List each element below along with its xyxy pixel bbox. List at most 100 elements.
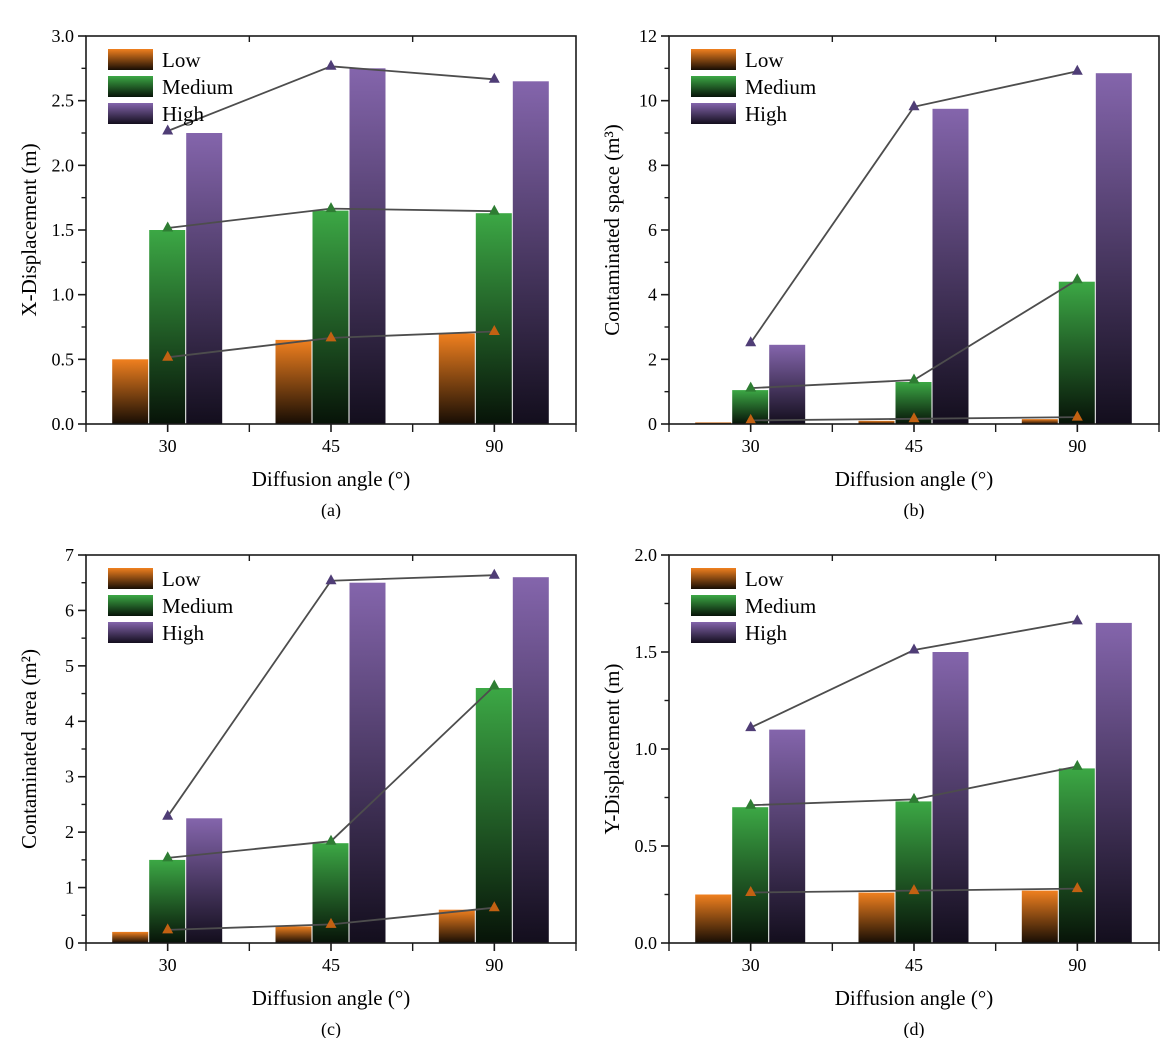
- bar-low-45: [275, 339, 312, 424]
- line-high: [749, 70, 1078, 344]
- legend-label-low: Low: [162, 567, 201, 591]
- marker-medium-90: [488, 204, 500, 215]
- y-tick-label: 0.5: [635, 836, 658, 856]
- marker-medium-90: [488, 679, 500, 690]
- x-tick-label: 90: [485, 955, 503, 975]
- legend-swatch-low: [691, 49, 736, 70]
- x-tick-label: 45: [905, 955, 923, 975]
- x-tick-label: 45: [905, 436, 923, 456]
- marker-high-45: [908, 643, 920, 654]
- axes: 0 2 4 6 8 10 12 30 45 90: [639, 26, 1160, 456]
- legend-label-low: Low: [162, 48, 201, 72]
- marker-medium-45: [325, 202, 337, 213]
- y-tick-label: 1: [65, 878, 74, 898]
- panel-b: 0 2 4 6 8 10 12 30 45 90 Diffusion angle (°) (b) Con…: [583, 0, 1166, 519]
- y-tick-label: 0: [648, 414, 657, 434]
- series-lines: [162, 59, 500, 361]
- x-axis-title: Diffusion angle (°): [835, 467, 993, 491]
- y-axis-title: Y-Displacement (m): [600, 664, 624, 835]
- legend-swatch-high: [108, 103, 153, 124]
- marker-high-30: [745, 721, 757, 732]
- bar-medium-90: [1058, 281, 1095, 424]
- bar-high-45: [349, 582, 386, 943]
- legend-label-high: High: [745, 102, 788, 126]
- y-tick-label: 3.0: [52, 26, 75, 46]
- bar-low-30: [112, 359, 149, 424]
- bar-low-90: [1021, 419, 1058, 424]
- series-lines: [745, 64, 1083, 424]
- bar-high-45: [349, 68, 386, 425]
- x-tick-label: 30: [159, 436, 177, 456]
- y-axis-title: Contaminated space (m³): [600, 124, 624, 336]
- legend-label-high: High: [162, 102, 205, 126]
- bar-high-30: [769, 344, 806, 424]
- legend: Low Medium High: [108, 567, 233, 645]
- x-axis-title: Diffusion angle (°): [252, 467, 410, 491]
- x-tick-label: 30: [159, 955, 177, 975]
- y-tick-label: 3: [65, 767, 74, 787]
- y-tick-label: 0.0: [52, 414, 75, 434]
- legend-swatch-medium: [108, 76, 153, 97]
- y-tick-label: 1.5: [635, 642, 658, 662]
- marker-medium-45: [908, 792, 920, 803]
- bar-low-30: [112, 931, 149, 943]
- y-tick-label: 1.5: [52, 220, 75, 240]
- bar-high-90: [512, 81, 549, 425]
- marker-low-30: [162, 923, 174, 934]
- x-axis-title: Diffusion angle (°): [252, 986, 410, 1010]
- panel-label: (c): [321, 1019, 341, 1038]
- bar-medium-45: [895, 801, 932, 943]
- legend-label-medium: Medium: [745, 594, 816, 618]
- panel-a: 0.0 0.5 1.0 1.5 2.0 2.5 3.0 30 45 90 Diffusion ang…: [0, 0, 583, 519]
- panel-d: 0.0 0.5 1.0 1.5 2.0 30 45 90 Diffusion angle (°)…: [583, 519, 1166, 1038]
- bar-high-45: [932, 652, 969, 943]
- y-tick-label: 10: [639, 91, 657, 111]
- x-tick-label: 90: [485, 436, 503, 456]
- marker-medium-30: [162, 851, 174, 862]
- legend-label-high: High: [745, 621, 788, 645]
- y-tick-label: 0.0: [635, 933, 658, 953]
- line-high: [750, 620, 1078, 729]
- y-tick-label: 0: [65, 933, 74, 953]
- marker-high-90: [488, 568, 500, 579]
- bar-medium-30: [149, 230, 186, 424]
- x-axis-title: Diffusion angle (°): [835, 986, 993, 1010]
- x-tick-label: 45: [322, 436, 340, 456]
- legend-swatch-high: [691, 622, 736, 643]
- legend-swatch-medium: [691, 76, 736, 97]
- legend-swatch-low: [108, 49, 153, 70]
- y-tick-label: 4: [65, 711, 74, 731]
- y-tick-label: 2.5: [52, 91, 75, 111]
- chart-contaminated-space: 0 2 4 6 8 10 12 30 45 90 Diffusion angle (°) (b) Con…: [600, 26, 1160, 519]
- marker-high-30: [745, 336, 757, 347]
- legend-label-medium: Medium: [162, 594, 233, 618]
- y-tick-label: 6: [648, 220, 657, 240]
- legend-label-medium: Medium: [745, 75, 816, 99]
- y-tick-label: 2.0: [52, 155, 75, 175]
- marker-low-30: [162, 350, 174, 361]
- panel-c: 0 1 2 3 4 5 6 7 30 45 90 Diffusion angle (°) (c) Cont…: [0, 519, 583, 1038]
- marker-low-30: [745, 886, 757, 896]
- bar-high-30: [186, 818, 223, 943]
- marker-low-45: [908, 412, 920, 423]
- legend: Low Medium High: [691, 567, 816, 645]
- marker-high-45: [325, 574, 337, 585]
- marker-high-90: [1071, 614, 1083, 625]
- chart-x-displacement: 0.0 0.5 1.0 1.5 2.0 2.5 3.0 30 45 90 Diffusion ang…: [17, 26, 577, 519]
- panel-label: (d): [904, 1019, 925, 1038]
- y-tick-label: 2: [65, 822, 74, 842]
- y-tick-label: 1.0: [635, 739, 658, 759]
- y-tick-label: 1.0: [52, 285, 75, 305]
- bar-low-45: [858, 892, 895, 943]
- y-tick-label: 2: [648, 349, 657, 369]
- marker-low-90: [1071, 882, 1083, 893]
- marker-high-30: [162, 809, 174, 820]
- marker-medium-45: [325, 834, 337, 845]
- chart-y-displacement: 0.0 0.5 1.0 1.5 2.0 30 45 90 Diffusion angle (°)…: [600, 545, 1160, 1038]
- marker-medium-45: [908, 373, 920, 384]
- marker-high-90: [1071, 64, 1083, 75]
- bar-high-45: [932, 108, 969, 425]
- bars: [695, 73, 1132, 425]
